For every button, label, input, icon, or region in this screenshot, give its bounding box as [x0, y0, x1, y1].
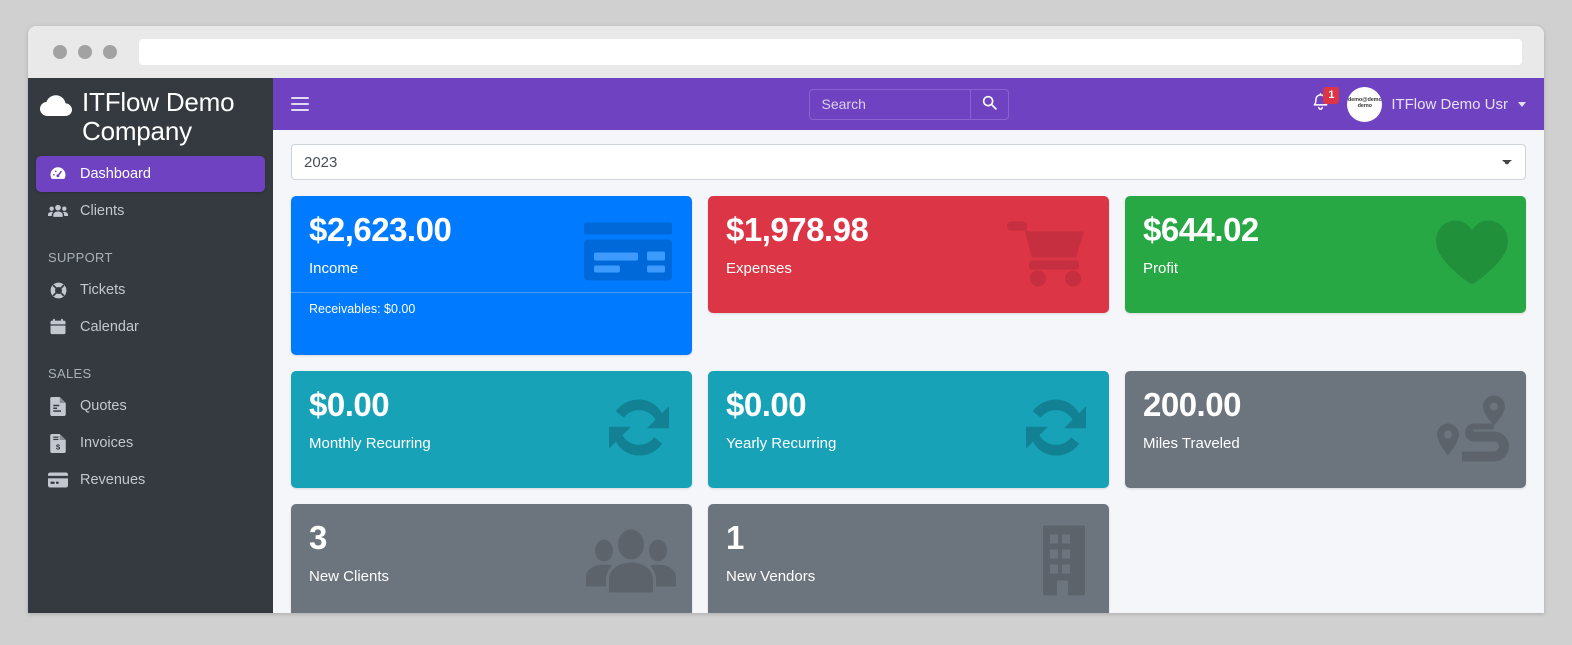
stat-label: Expenses [726, 260, 792, 278]
avatar-line-1: demo@demo [1347, 97, 1382, 104]
search-input[interactable] [809, 89, 970, 119]
stat-value: $1,978.98 [726, 211, 869, 248]
cloud-icon [40, 94, 72, 123]
minimize-dot[interactable] [78, 45, 92, 59]
lifebuoy-icon [48, 280, 68, 300]
address-bar[interactable] [139, 39, 1522, 65]
top-navbar: 1 demo@demo demo ITFlow Demo Usr [273, 78, 1544, 130]
sidebar-item-label: Calendar [80, 319, 139, 336]
notifications-button[interactable]: 1 [1308, 86, 1340, 118]
credit-card-icon [48, 470, 68, 490]
content-area: 1 demo@demo demo ITFlow Demo Usr 202 [273, 78, 1544, 613]
sidebar: ITFlow Demo Company Dashboard [28, 78, 273, 613]
navbar-right: 1 demo@demo demo ITFlow Demo Usr [1308, 86, 1526, 122]
stat-row-1: $2,623.00 Income [291, 196, 1526, 355]
stat-value: $644.02 [1143, 211, 1259, 248]
stat-value: $0.00 [726, 386, 807, 423]
row-spacer [1125, 504, 1526, 613]
stat-label: Profit [1143, 260, 1179, 278]
sidebar-item-label: Dashboard [80, 166, 151, 183]
sidebar-item-label: Revenues [80, 472, 146, 489]
sidebar-item-quotes[interactable]: Quotes [36, 388, 265, 424]
stat-label: Yearly Recurring [726, 435, 837, 453]
stat-card-miles-traveled[interactable]: 200.00 Miles Traveled [1125, 371, 1526, 488]
dashboard-page: 2023 $2,623.00 Income [273, 130, 1544, 613]
year-filter-select[interactable]: 2023 [291, 144, 1526, 180]
stat-label: New Clients [309, 568, 390, 586]
stat-card-expenses[interactable]: $1,978.98 Expenses [708, 196, 1109, 313]
search-icon [982, 95, 997, 113]
sidebar-item-clients[interactable]: Clients [36, 193, 265, 229]
stat-value: 1 [726, 519, 744, 556]
sidebar-item-label: Quotes [80, 398, 127, 415]
stat-label: Monthly Recurring [309, 435, 431, 453]
stat-card-new-clients[interactable]: 3 New Clients [291, 504, 692, 613]
avatar: demo@demo demo [1347, 86, 1383, 122]
window-controls [53, 45, 117, 59]
sidebar-item-tickets[interactable]: Tickets [36, 272, 265, 308]
brand-title: ITFlow Demo Company [82, 87, 235, 147]
stat-card-yearly-recurring[interactable]: $0.00 Yearly Recurring [708, 371, 1109, 488]
sidebar-item-dashboard[interactable]: Dashboard [36, 156, 265, 193]
app-shell: ITFlow Demo Company Dashboard [28, 78, 1544, 613]
search-button[interactable] [969, 89, 1008, 119]
sidebar-item-invoices[interactable]: $ Invoices [36, 425, 265, 461]
calendar-icon [48, 317, 68, 337]
brand[interactable]: ITFlow Demo Company [28, 82, 273, 156]
user-name: ITFlow Demo Usr [1391, 95, 1508, 113]
sidebar-item-label: Clients [80, 203, 125, 220]
stat-label: Miles Traveled [1143, 435, 1240, 453]
caret-down-icon [1518, 101, 1526, 107]
stat-value: 3 [309, 519, 327, 556]
stat-row-3: 3 New Clients [291, 504, 1526, 613]
file-invoice-dollar-icon: $ [48, 433, 68, 453]
sidebar-section-sales: SALES [48, 366, 92, 382]
browser-chrome [28, 26, 1544, 78]
sidebar-nav: Dashboard Clients [28, 156, 273, 498]
user-menu[interactable]: demo@demo demo ITFlow Demo Usr [1347, 86, 1526, 122]
stat-row-2: $0.00 Monthly Recurring $0.00 [291, 371, 1526, 488]
sidebar-item-calendar[interactable]: Calendar [36, 309, 265, 345]
hamburger-icon[interactable] [285, 89, 315, 119]
stat-label: New Vendors [726, 568, 816, 586]
sidebar-item-label: Tickets [80, 282, 126, 299]
stat-card-profit[interactable]: $644.02 Profit [1125, 196, 1526, 313]
browser-window: ITFlow Demo Company Dashboard [28, 26, 1544, 613]
stat-value: 200.00 [1143, 386, 1241, 423]
stat-value: $0.00 [309, 386, 390, 423]
stat-card-new-vendors[interactable]: 1 New Vendors [708, 504, 1109, 613]
users-icon [48, 201, 68, 221]
stat-card-monthly-recurring[interactable]: $0.00 Monthly Recurring [291, 371, 692, 488]
svg-text:$: $ [56, 442, 61, 451]
stat-label: Income [309, 260, 359, 278]
close-dot[interactable] [53, 45, 67, 59]
file-quote-icon [48, 396, 68, 416]
sidebar-item-label: Invoices [80, 435, 134, 452]
avatar-line-2: demo [1357, 103, 1372, 109]
stat-value: $2,623.00 [309, 211, 452, 248]
speedometer-icon [48, 164, 68, 184]
sidebar-section-support: SUPPORT [48, 250, 113, 266]
search-bar [808, 88, 1009, 120]
stat-footer: Receivables: $0.00 [291, 292, 692, 327]
sidebar-item-revenues[interactable]: Revenues [36, 462, 265, 498]
maximize-dot[interactable] [103, 45, 117, 59]
notification-badge: 1 [1323, 86, 1340, 104]
stat-card-income[interactable]: $2,623.00 Income [291, 196, 692, 355]
